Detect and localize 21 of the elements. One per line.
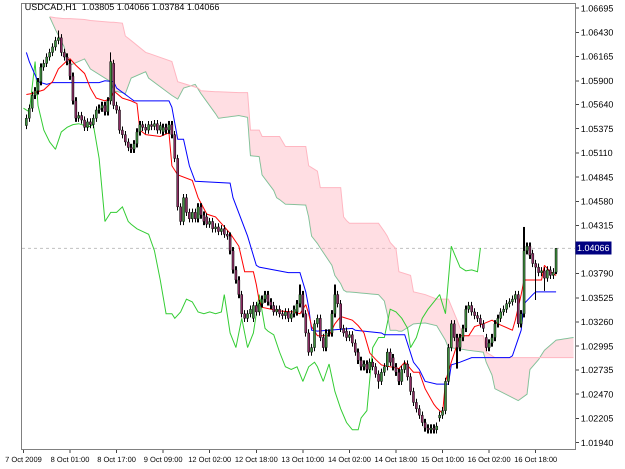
y-tick-label: 1.05110 xyxy=(580,148,613,158)
ref-line-label: 1.04066 xyxy=(577,243,610,253)
y-tick-label: 1.02735 xyxy=(580,365,614,376)
chart-title: USDCAD,H1 1.03805 1.04066 1.03784 1.04066 xyxy=(24,2,220,12)
y-tick-label: 1.02205 xyxy=(580,414,614,424)
y-tick-label: 1.03260 xyxy=(580,317,614,328)
y-tick-label: 1.03790 xyxy=(580,268,614,279)
y-tick-label: 1.05375 xyxy=(580,124,614,134)
y-tick-label: 1.05900 xyxy=(580,76,614,86)
y-tick-label: 1.04580 xyxy=(580,196,614,207)
y-tick-label: 1.02470 xyxy=(580,389,614,400)
y-tick-label: 1.06695 xyxy=(580,3,614,14)
y-tick-label: 1.01940 xyxy=(580,438,614,448)
y-tick-label: 1.02995 xyxy=(580,341,614,352)
line-series xyxy=(22,61,481,430)
y-tick-label: 1.04315 xyxy=(580,220,614,231)
y-tick-label: 1.03525 xyxy=(580,292,614,303)
y-tick-label: 1.05640 xyxy=(580,100,614,110)
y-tick-label: 1.04845 xyxy=(580,172,614,182)
y-tick-label: 1.06165 xyxy=(580,52,614,62)
y-tick-label: 1.06430 xyxy=(580,27,614,38)
